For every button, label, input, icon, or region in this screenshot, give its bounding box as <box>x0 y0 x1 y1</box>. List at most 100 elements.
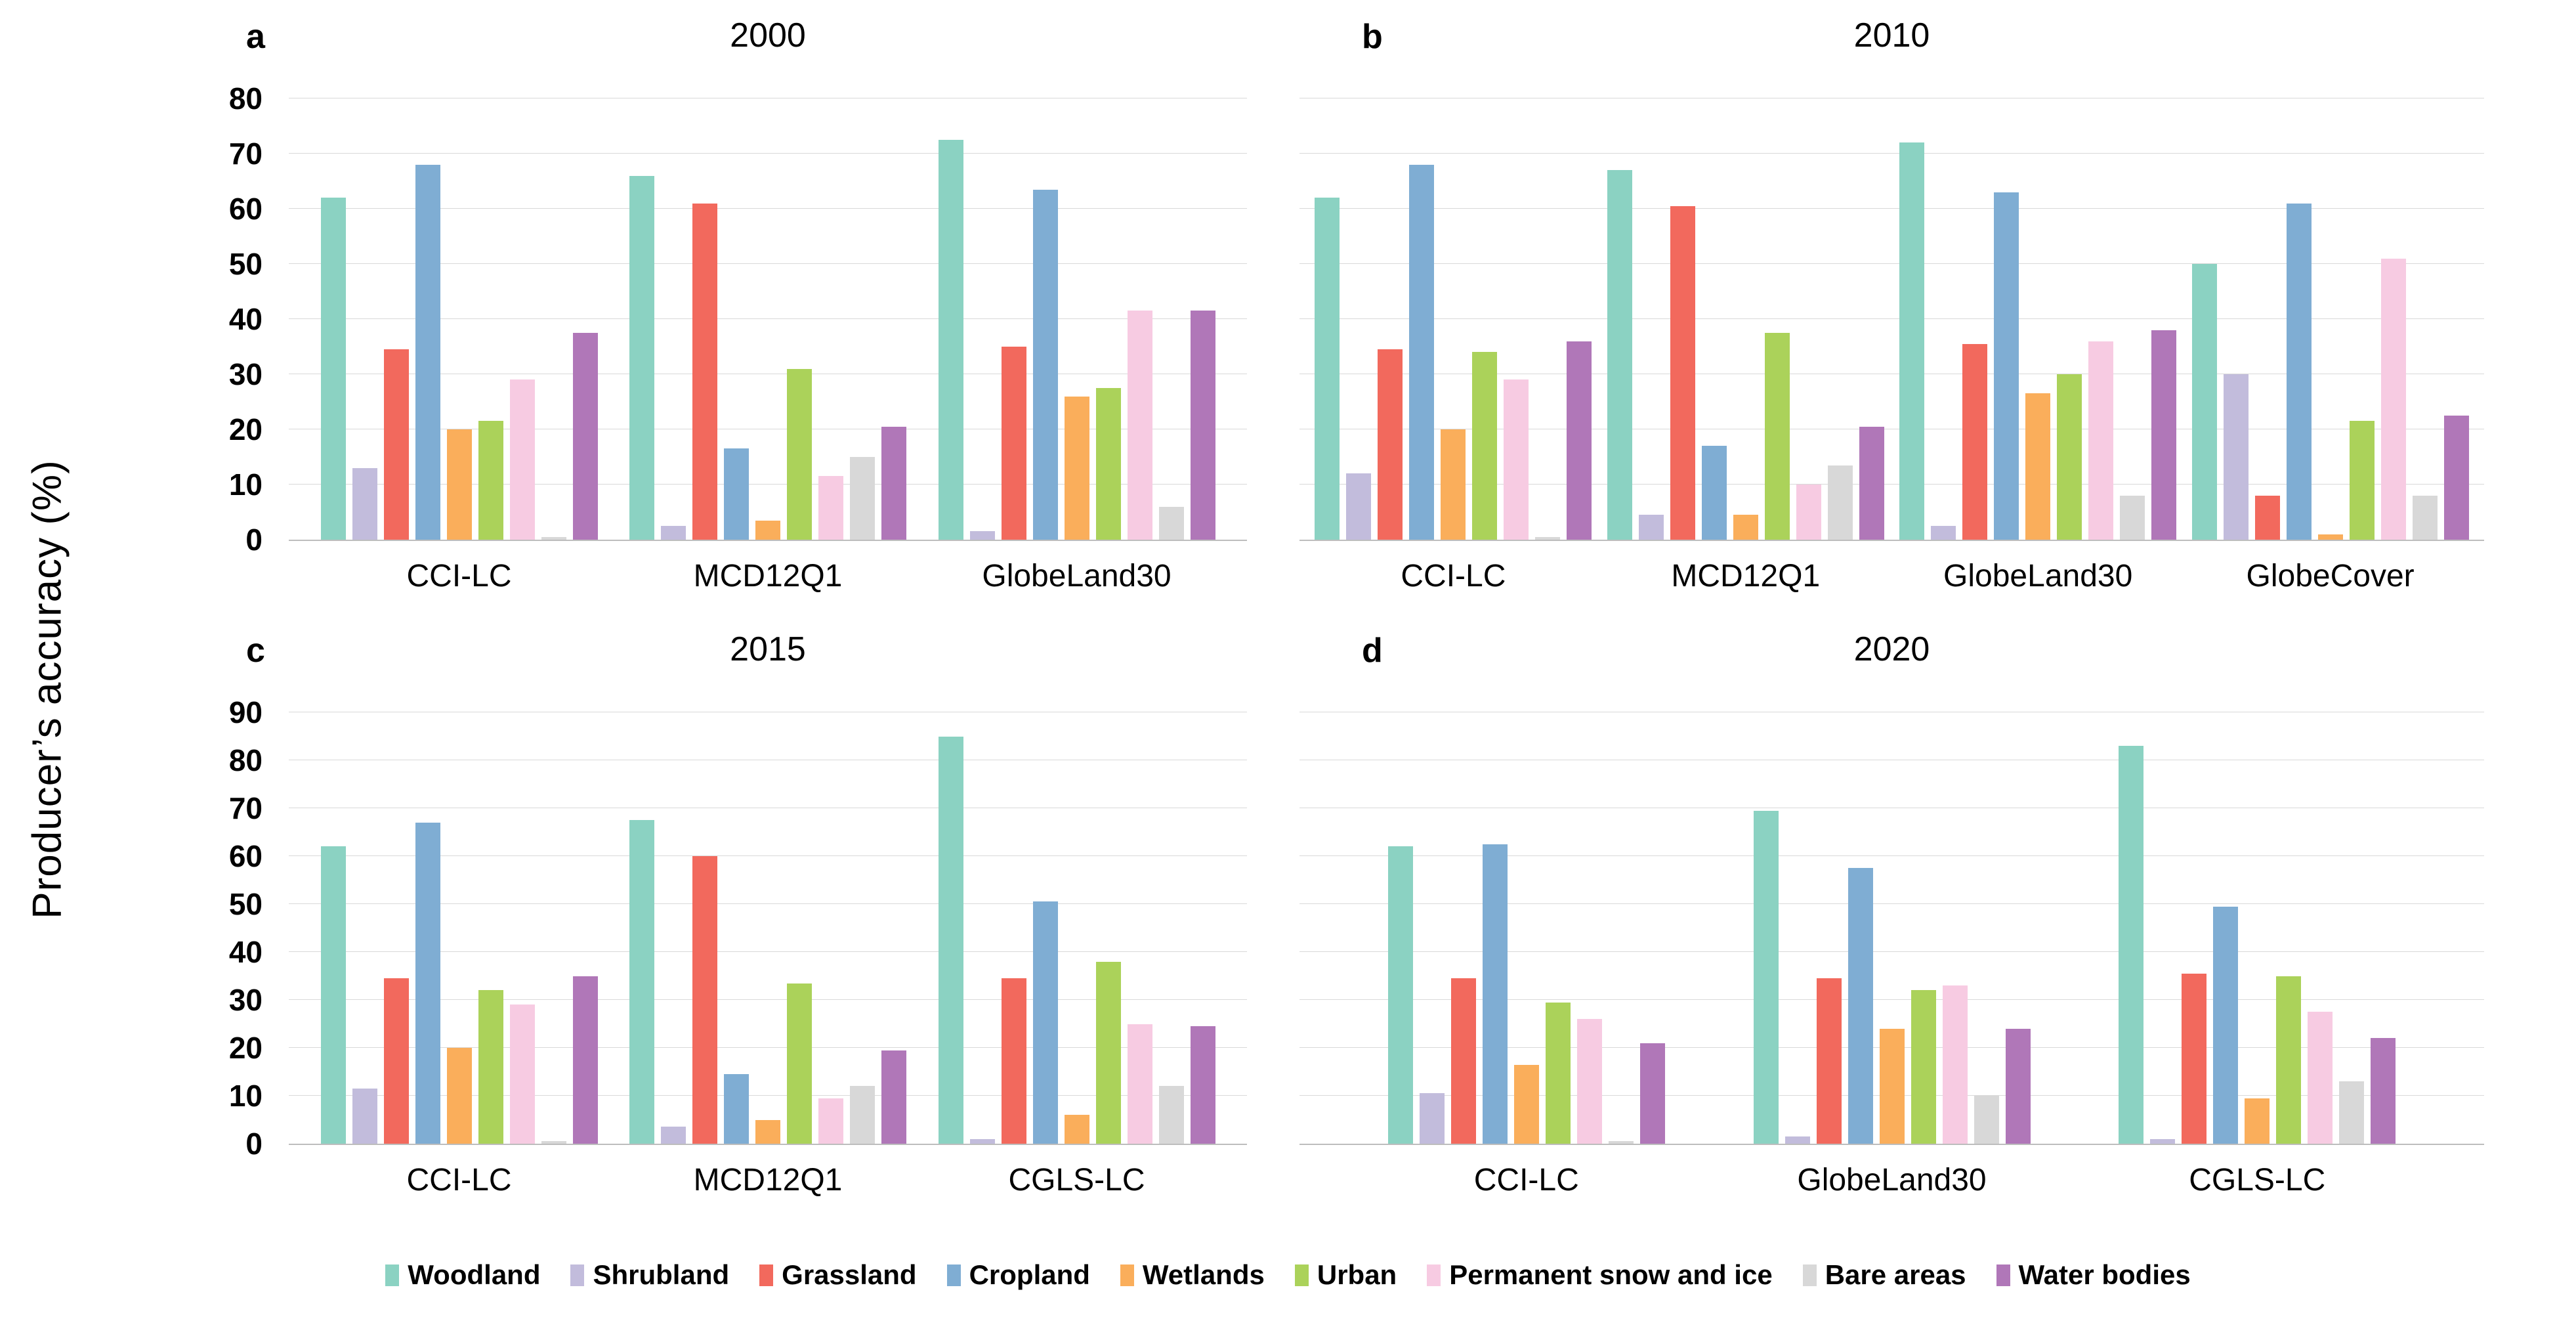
bar-woodland <box>2119 746 2144 1144</box>
bar-urban <box>787 983 812 1144</box>
bar-bare-areas <box>541 536 566 540</box>
bar-woodland <box>629 820 654 1144</box>
bar-shrubland <box>352 467 377 540</box>
bar-groups <box>1299 98 2484 540</box>
bar-wetlands <box>1064 1115 1089 1144</box>
gridline-30 <box>289 999 1247 1000</box>
x-category-label-globeland30: GlobeLand30 <box>1797 1163 1987 1198</box>
y-axis-ticks: 0 10 20 30 40 50 60 70 80 <box>105 83 289 555</box>
y-tick-30: 30 <box>228 983 263 1017</box>
bar-shrubland <box>2223 374 2249 540</box>
bar-shrubland <box>1638 515 1664 540</box>
y-tick-20: 20 <box>228 412 263 446</box>
bar-bare-areas <box>850 1086 875 1144</box>
y-tick-90: 90 <box>228 695 263 729</box>
bar-grassland <box>1378 349 1403 540</box>
bar-bare-areas <box>2120 495 2145 540</box>
bar-cropland <box>1994 192 2019 540</box>
bar-woodland <box>320 846 346 1144</box>
bar-wetlands <box>1733 515 1758 540</box>
x-category-label-globecover: GlobeCover <box>2246 559 2415 594</box>
legend-swatch-urban <box>1294 1264 1309 1286</box>
y-tick-50: 50 <box>228 247 263 281</box>
y-tick-0: 0 <box>245 523 263 557</box>
bar-bare-areas <box>1608 1141 1634 1144</box>
panel-letter: c <box>246 632 265 670</box>
gridline-40 <box>289 951 1247 952</box>
bar-shrubland <box>661 526 686 540</box>
bar-woodland <box>1899 142 1925 540</box>
y-axis-ticks <box>1286 98 1299 540</box>
y-axis-ticks <box>1286 712 1299 1144</box>
plot-column: CCI-LC MCD12Q1 GlobeLand30 <box>289 98 1247 594</box>
bar-shrubland <box>1419 1093 1445 1144</box>
x-axis-labels: CCI-LC MCD12Q1 GlobeLand30 <box>289 541 1247 594</box>
bar-shrubland <box>969 1138 995 1144</box>
bar-permanent-snow-and-ice <box>2088 341 2114 540</box>
bar-groups <box>1299 712 2484 1144</box>
bar-urban <box>787 368 812 540</box>
plot-column: CCI-LC MCD12Q1 CGLS-LC <box>289 712 1247 1198</box>
y-tick-30: 30 <box>228 357 263 391</box>
panel-header: d 2020 <box>1286 620 2484 712</box>
bar-group-cci-lc <box>1315 164 1592 540</box>
bar-grassland <box>1001 347 1026 540</box>
legend-item-cropland: Cropland <box>946 1259 1090 1291</box>
bar-water-bodies <box>1859 426 1884 540</box>
panel-header: c 2015 <box>105 620 1247 712</box>
bar-bare-areas <box>2339 1081 2365 1144</box>
bar-water-bodies <box>881 1050 906 1144</box>
legend-label-cropland: Cropland <box>969 1259 1090 1290</box>
legend-item-urban: Urban <box>1294 1259 1397 1291</box>
bar-shrubland <box>1784 1136 1810 1144</box>
bar-group-mcd12q1 <box>629 175 906 540</box>
panel-header: a 2000 <box>105 7 1247 98</box>
bar-urban <box>1095 388 1121 540</box>
gridline-10 <box>1299 484 2484 485</box>
legend-label-bare-areas: Bare areas <box>1825 1259 1966 1290</box>
bar-wetlands <box>755 520 780 540</box>
bar-cropland <box>1409 164 1435 540</box>
bar-wetlands <box>1879 1028 1905 1144</box>
panel-title: 2020 <box>1853 630 1930 668</box>
x-category-label-cgls-lc: CGLS-LC <box>2189 1163 2326 1198</box>
bar-cropland <box>724 1074 749 1144</box>
bar-permanent-snow-and-ice <box>1576 1019 1602 1144</box>
bar-woodland <box>629 175 654 540</box>
bar-grassland <box>1816 978 1842 1144</box>
bar-group-globeland30 <box>1899 142 2177 540</box>
panel-title: 2010 <box>1853 16 1930 54</box>
bar-urban <box>1764 333 1790 540</box>
bar-bare-areas <box>850 457 875 540</box>
legend: Woodland Shrubland Grassland Cropland Wetlan… <box>0 1259 2576 1291</box>
bar-group-cci-lc <box>320 822 598 1144</box>
bar-grassland <box>692 203 717 540</box>
bar-cropland <box>1848 868 1873 1144</box>
bar-woodland <box>1387 846 1413 1144</box>
bar-bare-areas <box>1158 1086 1184 1144</box>
bar-water-bodies <box>881 426 906 540</box>
gridline-10 <box>289 484 1247 485</box>
bar-grassland <box>1001 978 1026 1144</box>
gridline-60 <box>1299 855 2484 856</box>
bar-permanent-snow-and-ice <box>1942 985 1968 1144</box>
legend-item-water-bodies: Water bodies <box>1996 1259 2191 1291</box>
panel-a: a 2000 0 10 20 30 40 50 60 70 80 CCI-LC MCD12Q1 Globe… <box>105 7 1247 594</box>
y-tick-60: 60 <box>228 192 263 226</box>
bar-permanent-snow-and-ice <box>509 1005 535 1144</box>
panel-letter: b <box>1362 18 1383 56</box>
legend-item-woodland: Woodland <box>385 1259 540 1291</box>
plot-area <box>1299 712 2484 1145</box>
gridline-50 <box>289 263 1247 264</box>
panel-c: c 2015 0 10 20 30 40 50 60 70 80 90 CCI-LC MCD12Q1 CGL… <box>105 620 1247 1198</box>
gridline-60 <box>1299 208 2484 209</box>
gridline-40 <box>1299 318 2484 319</box>
legend-item-grassland: Grassland <box>759 1259 917 1291</box>
y-axis-label: Producer’s accuracy (%) <box>24 460 70 919</box>
y-tick-70: 70 <box>228 137 263 171</box>
legend-swatch-cropland <box>946 1264 961 1286</box>
bar-cropland <box>2213 906 2239 1144</box>
gridline-20 <box>289 1047 1247 1048</box>
bar-group-globeland30 <box>1753 810 2031 1144</box>
legend-item-bare-areas: Bare areas <box>1802 1259 1966 1291</box>
